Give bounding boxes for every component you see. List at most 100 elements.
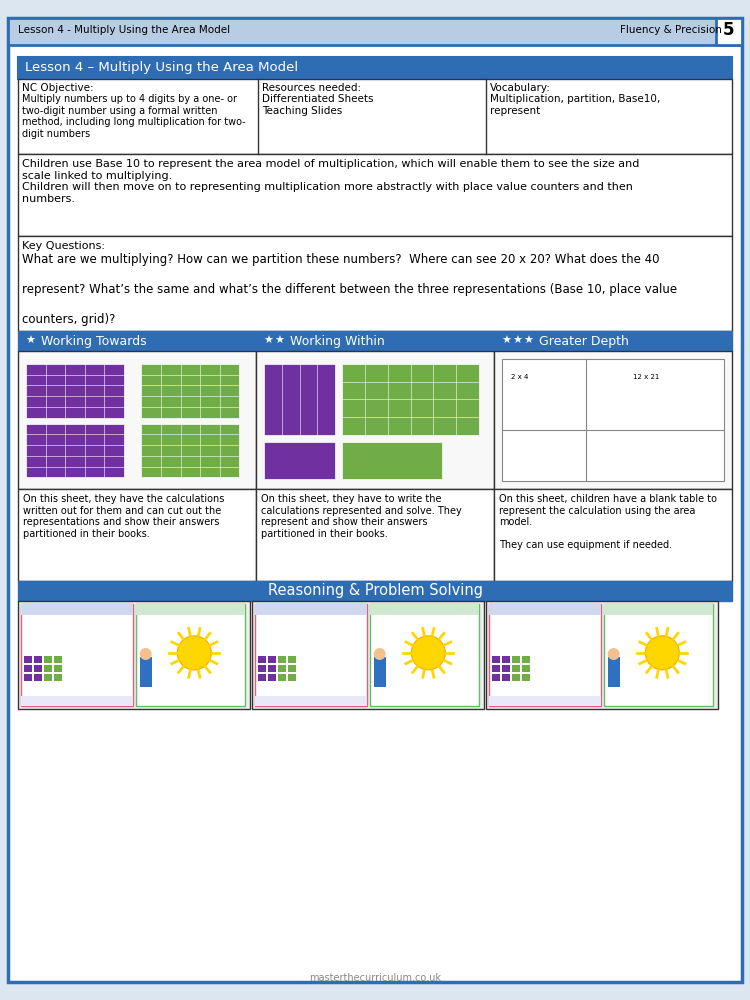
Bar	[288, 656, 296, 663]
Bar	[18, 79, 732, 154]
Bar	[492, 665, 500, 672]
Bar	[268, 656, 276, 663]
Bar	[489, 604, 601, 706]
Bar	[44, 674, 52, 681]
Bar	[26, 424, 124, 477]
Text: ★: ★	[263, 336, 273, 346]
Bar	[18, 57, 732, 79]
Bar	[512, 656, 520, 663]
Bar	[18, 331, 256, 351]
Bar	[258, 665, 266, 672]
Bar	[18, 351, 256, 489]
Bar	[502, 674, 510, 681]
Bar	[18, 581, 732, 601]
Bar	[604, 604, 713, 706]
Bar	[502, 665, 510, 672]
Bar	[264, 442, 335, 479]
Text: Lesson 4 - Multiply Using the Area Model: Lesson 4 - Multiply Using the Area Model	[18, 25, 230, 35]
Text: Children use Base 10 to represent the area model of multiplication, which will e: Children use Base 10 to represent the ar…	[22, 159, 639, 204]
Bar	[489, 696, 601, 706]
Text: 2 x 4: 2 x 4	[511, 374, 529, 380]
Text: Reasoning & Problem Solving: Reasoning & Problem Solving	[268, 584, 482, 598]
Bar	[256, 331, 494, 351]
Bar	[374, 657, 386, 687]
Text: Multiply numbers up to 4 digits by a one- or
two-digit number using a formal wri: Multiply numbers up to 4 digits by a one…	[22, 94, 246, 139]
Bar	[136, 604, 245, 706]
Bar	[608, 657, 619, 687]
Bar	[256, 351, 494, 489]
Bar	[288, 665, 296, 672]
Bar	[489, 604, 601, 615]
Text: masterthecurriculum.co.uk: masterthecurriculum.co.uk	[309, 973, 441, 983]
Text: On this sheet, they have the calculations
written out for them and can cut out t: On this sheet, they have the calculation…	[23, 494, 224, 539]
Bar	[278, 674, 286, 681]
Circle shape	[374, 648, 386, 660]
Bar	[18, 489, 256, 581]
Bar	[258, 656, 266, 663]
Bar	[342, 442, 442, 479]
Bar	[502, 656, 510, 663]
Text: ★: ★	[512, 336, 522, 346]
Bar	[44, 665, 52, 672]
Bar	[136, 604, 245, 615]
Text: What are we multiplying? How can we partition these numbers?  Where can see 20 x: What are we multiplying? How can we part…	[22, 253, 677, 326]
Bar	[142, 424, 239, 477]
Bar	[18, 236, 732, 331]
Text: Working Within: Working Within	[290, 334, 385, 348]
Bar	[255, 696, 367, 706]
Bar	[256, 489, 494, 581]
Text: ★: ★	[274, 336, 284, 346]
Text: Greater Depth: Greater Depth	[539, 334, 628, 348]
Text: NC Objective:: NC Objective:	[22, 83, 94, 93]
Bar	[288, 674, 296, 681]
Text: On this sheet, they have to write the
calculations represented and solve. They
r: On this sheet, they have to write the ca…	[261, 494, 462, 539]
Bar	[522, 665, 530, 672]
Text: Working Towards: Working Towards	[41, 334, 147, 348]
Bar	[142, 364, 239, 418]
Circle shape	[411, 636, 446, 670]
Bar	[502, 359, 724, 481]
Bar	[252, 601, 484, 709]
Bar	[604, 604, 713, 615]
Bar	[278, 665, 286, 672]
Circle shape	[645, 636, 680, 670]
Bar	[44, 656, 52, 663]
Bar	[522, 656, 530, 663]
Text: Differentiated Sheets
Teaching Slides: Differentiated Sheets Teaching Slides	[262, 94, 374, 116]
Text: Fluency & Precision: Fluency & Precision	[620, 25, 722, 35]
Bar	[54, 674, 62, 681]
Bar	[24, 665, 32, 672]
Bar	[494, 489, 732, 581]
Text: Key Questions:: Key Questions:	[22, 241, 105, 251]
Text: Lesson 4 – Multiply Using the Area Model: Lesson 4 – Multiply Using the Area Model	[25, 62, 298, 75]
Text: ★: ★	[523, 336, 533, 346]
Circle shape	[140, 648, 152, 660]
Text: On this sheet, children have a blank table to
represent the calculation using th: On this sheet, children have a blank tab…	[499, 494, 717, 550]
Text: ★: ★	[501, 336, 511, 346]
Bar	[18, 601, 250, 709]
Text: 5: 5	[723, 21, 735, 39]
Bar	[34, 656, 42, 663]
Bar	[54, 665, 62, 672]
Circle shape	[608, 648, 619, 660]
Bar	[54, 656, 62, 663]
Bar	[370, 604, 479, 615]
Bar	[278, 656, 286, 663]
Text: Multiplication, partition, Base10,
represent: Multiplication, partition, Base10, repre…	[490, 94, 660, 116]
Bar	[370, 604, 479, 706]
Text: 12 x 21: 12 x 21	[633, 374, 659, 380]
Bar	[255, 604, 367, 615]
Bar	[512, 665, 520, 672]
Bar	[26, 364, 124, 418]
Bar	[494, 351, 732, 489]
Bar	[21, 696, 133, 706]
Bar	[494, 331, 732, 351]
Bar	[258, 674, 266, 681]
Bar	[255, 604, 367, 706]
Bar	[492, 674, 500, 681]
Bar	[716, 18, 742, 45]
Bar	[18, 154, 732, 236]
Bar	[268, 665, 276, 672]
Bar	[264, 364, 335, 435]
Bar	[268, 674, 276, 681]
